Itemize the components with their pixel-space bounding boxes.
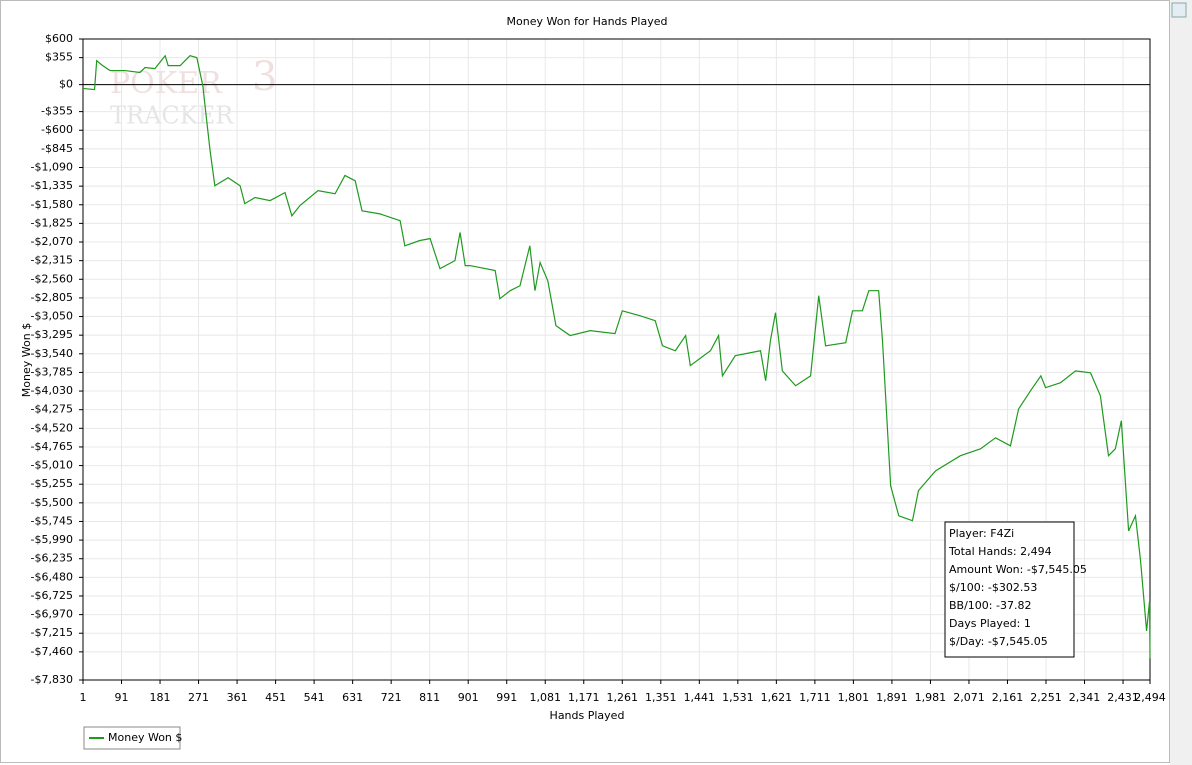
- info-line: Days Played: 1: [949, 617, 1031, 630]
- y-tick-label: -$6,480: [31, 570, 73, 583]
- x-tick-label: 1,891: [876, 691, 908, 704]
- y-tick-label: -$7,215: [31, 626, 73, 639]
- info-line: $/Day: -$7,545.05: [949, 635, 1048, 648]
- y-tick-label: -$5,010: [31, 459, 73, 472]
- y-tick-label: -$6,235: [31, 552, 73, 565]
- x-tick-label: 1,801: [838, 691, 870, 704]
- chart-title: Money Won for Hands Played: [507, 15, 668, 28]
- y-tick-label: -$4,765: [31, 440, 73, 453]
- y-tick-label: -$5,500: [31, 496, 73, 509]
- x-tick-label: 1: [80, 691, 87, 704]
- x-tick-label: 1,981: [915, 691, 947, 704]
- y-tick-label: -$1,335: [31, 179, 73, 192]
- y-tick-label: -$2,315: [31, 254, 73, 267]
- x-tick-label: 2,341: [1069, 691, 1101, 704]
- y-tick-label: -$355: [41, 105, 73, 118]
- y-tick-label: -$6,725: [31, 589, 73, 602]
- watermark-mark: 3: [252, 54, 277, 100]
- x-tick-label: 181: [150, 691, 171, 704]
- y-tick-label: -$1,825: [31, 216, 73, 229]
- y-tick-label: -$7,830: [31, 673, 73, 686]
- frame: [0, 0, 1170, 763]
- x-tick-label: 541: [304, 691, 325, 704]
- info-line: Amount Won: -$7,545.05: [949, 563, 1087, 576]
- y-tick-label: -$3,540: [31, 347, 73, 360]
- y-tick-label: -$5,990: [31, 533, 73, 546]
- info-box: [944, 521, 1075, 658]
- legend-label: Money Won $: [108, 731, 182, 744]
- y-tick-label: -$2,560: [31, 272, 73, 285]
- x-tick-label: 1,621: [761, 691, 793, 704]
- x-tick-label: 271: [188, 691, 209, 704]
- info-line: Player: F4Zi: [949, 527, 1014, 540]
- y-tick-label: -$4,520: [31, 421, 73, 434]
- x-tick-label: 451: [265, 691, 286, 704]
- x-tick-label: 2,431: [1107, 691, 1139, 704]
- y-tick-label: -$3,785: [31, 365, 73, 378]
- x-tick-label: 1,711: [799, 691, 831, 704]
- y-tick-label: -$1,580: [31, 198, 73, 211]
- x-tick-label: 991: [496, 691, 517, 704]
- x-tick-label: 1,441: [684, 691, 716, 704]
- watermark-word: TRACKER: [110, 102, 234, 130]
- x-axis-label: Hands Played: [550, 709, 625, 722]
- x-tick-label: 1,531: [722, 691, 754, 704]
- x-tick-label: 721: [381, 691, 402, 704]
- y-tick-label: -$5,255: [31, 477, 73, 490]
- y-tick-label: -$3,050: [31, 310, 73, 323]
- watermark: POKER 3 TRACKER: [110, 54, 277, 130]
- x-tick-label: 91: [115, 691, 129, 704]
- y-axis-label: Money Won $: [20, 323, 33, 397]
- info-line: $/100: -$302.53: [949, 581, 1037, 594]
- info-line: BB/100: -37.82: [949, 599, 1031, 612]
- x-tick-label: 901: [458, 691, 479, 704]
- expand-icon[interactable]: [1171, 2, 1187, 18]
- y-tick-label: -$3,295: [31, 328, 73, 341]
- series-line: [82, 54, 1151, 659]
- y-tick-label: -$2,070: [31, 235, 73, 248]
- x-tick-label: 361: [227, 691, 248, 704]
- x-tick-label: 1,171: [568, 691, 600, 704]
- y-tick-label: -$1,090: [31, 161, 73, 174]
- x-tick-label: 631: [342, 691, 363, 704]
- y-tick-label: -$6,970: [31, 608, 73, 621]
- x-tick-label: 2,071: [953, 691, 985, 704]
- y-tick-label: -$845: [41, 142, 73, 155]
- y-tick-label: -$600: [41, 123, 73, 136]
- x-tick-label: 1,351: [645, 691, 677, 704]
- y-tick-label: -$2,805: [31, 291, 73, 304]
- y-tick-label: -$4,030: [31, 384, 73, 397]
- y-tick-label: $600: [45, 32, 73, 45]
- side-strip: [1170, 0, 1192, 765]
- x-tick-label: 2,494: [1134, 691, 1166, 704]
- x-tick-label: 811: [419, 691, 440, 704]
- y-tick-label: $355: [45, 51, 73, 64]
- y-tick-label: -$5,745: [31, 514, 73, 527]
- plot-border: [82, 38, 1151, 681]
- x-tick-label: 2,161: [992, 691, 1024, 704]
- y-tick-label: -$4,275: [31, 403, 73, 416]
- info-line: Total Hands: 2,494: [948, 545, 1052, 558]
- legend-box: [83, 726, 181, 750]
- x-tick-label: 1,261: [607, 691, 639, 704]
- y-tick-label: -$7,460: [31, 645, 73, 658]
- y-tick-label: $0: [59, 78, 73, 91]
- x-tick-label: 1,081: [529, 691, 561, 704]
- x-tick-label: 2,251: [1030, 691, 1062, 704]
